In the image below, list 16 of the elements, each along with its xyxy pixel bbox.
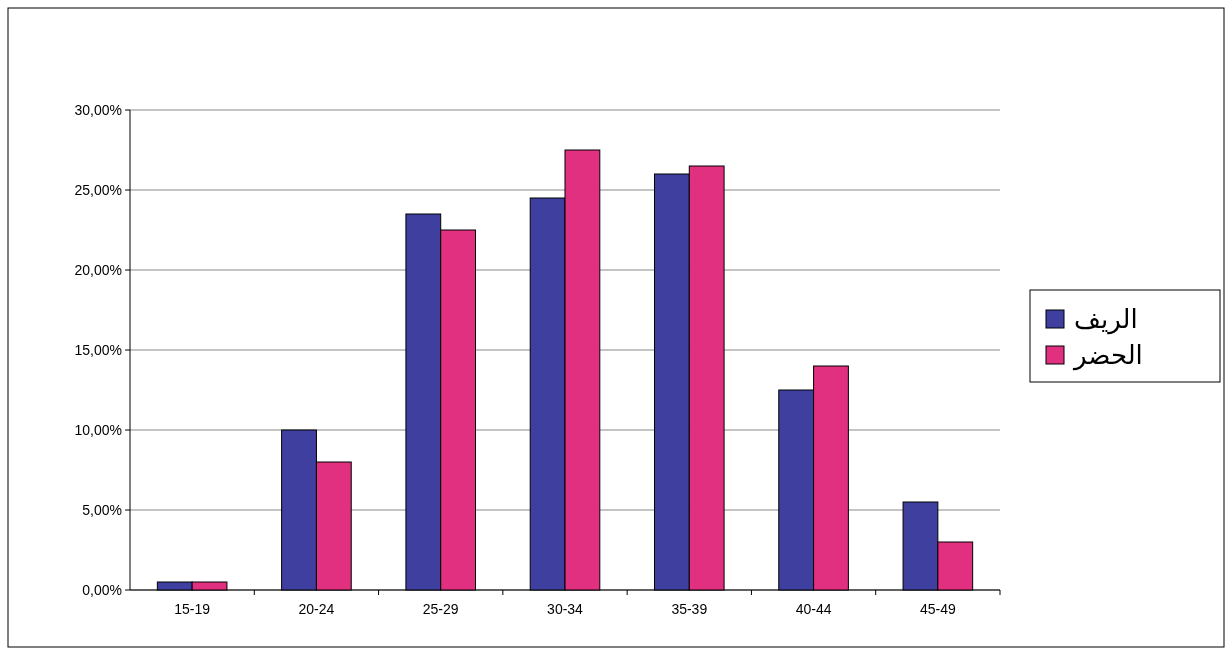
x-tick-label: 40-44 [795,601,832,617]
x-tick-label: 25-29 [422,601,459,617]
x-tick-label: 15-19 [174,601,211,617]
y-tick-label: 5,00% [82,502,122,518]
y-tick-label: 0,00% [82,582,122,598]
x-tick-label: 45-49 [919,601,956,617]
y-tick-label: 25,00% [74,182,122,198]
x-tick-label: 30-34 [547,601,584,617]
y-tick-label: 20,00% [74,262,122,278]
legend-label: الريف [1074,304,1138,335]
y-tick-label: 10,00% [74,422,122,438]
x-tick-label: 20-24 [298,601,335,617]
x-tick-label: 35-39 [671,601,708,617]
y-tick-label: 30,00% [74,102,122,118]
legend-label: الحضر [1072,340,1143,371]
y-tick-label: 15,00% [74,342,122,358]
